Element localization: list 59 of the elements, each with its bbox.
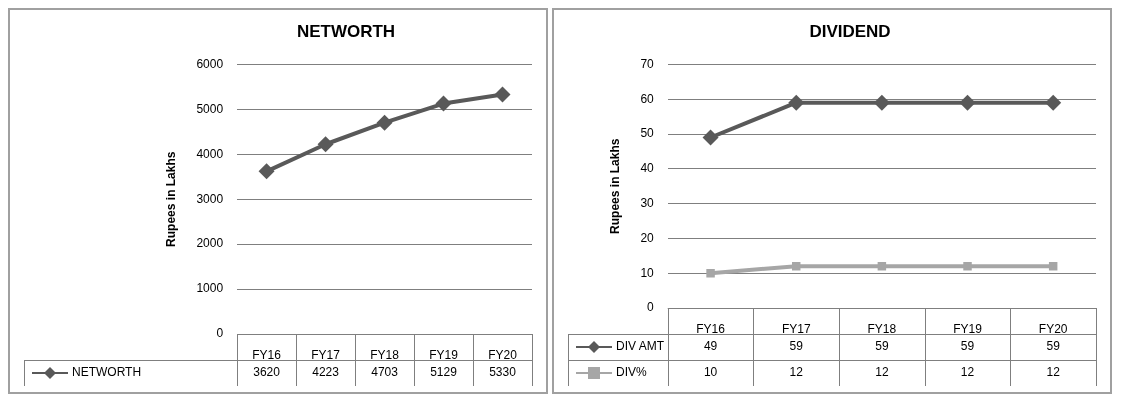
y-tick-label: 1000 — [196, 281, 224, 296]
x-tick-label: FY19 — [429, 347, 459, 362]
point — [258, 163, 275, 180]
y-tick-label: 4000 — [196, 146, 224, 161]
y-tick-label: 20 — [640, 230, 655, 245]
y-tick-label: 0 — [647, 300, 655, 315]
data-label: 12 — [1046, 365, 1061, 380]
y-tick-label: 40 — [640, 161, 655, 176]
data-label: 5330 — [489, 365, 517, 380]
point — [376, 114, 393, 131]
data-label: 59 — [875, 339, 889, 354]
chart-title: NETWORTH — [296, 21, 396, 41]
data-label: 59 — [960, 339, 975, 354]
y-tick-label: 2000 — [196, 236, 224, 251]
data-label: 12 — [875, 365, 889, 380]
y-tick-label: 5000 — [196, 101, 224, 116]
data-label: 12 — [960, 365, 975, 380]
x-tick-label: FY20 — [1038, 321, 1068, 336]
data-label: 5129 — [430, 365, 458, 380]
y-axis-title: Rupees in Lakhs — [607, 138, 622, 234]
x-tick-label: FY20 — [488, 347, 518, 362]
legend-label: DIV AMT — [616, 339, 665, 354]
point — [788, 94, 805, 111]
point — [494, 86, 511, 103]
point — [706, 268, 715, 278]
data-label: 3620 — [253, 365, 281, 380]
x-tick-label: FY19 — [953, 321, 983, 336]
data-label: 4703 — [371, 365, 399, 380]
y-tick-label: 6000 — [196, 56, 224, 71]
chart-title: DIVIDEND — [809, 21, 891, 41]
data-label: 12 — [789, 365, 804, 380]
y-tick-label: 10 — [640, 265, 655, 280]
x-tick-label: FY16 — [252, 347, 282, 362]
point — [963, 262, 972, 271]
y-tick-label: 0 — [216, 326, 224, 341]
legend-label: DIV% — [616, 365, 647, 380]
y-tick-label: 30 — [640, 195, 655, 210]
data-label: 59 — [1046, 339, 1061, 354]
y-tick-label: 60 — [640, 91, 655, 106]
data-label: 4223 — [312, 365, 340, 380]
point — [435, 95, 452, 112]
x-tick-label: FY17 — [781, 321, 811, 336]
point — [317, 136, 334, 153]
data-label: 10 — [703, 365, 718, 380]
y-tick-label: 3000 — [196, 191, 224, 206]
x-tick-label: FY18 — [370, 347, 400, 362]
x-tick-label: FY16 — [696, 321, 726, 336]
x-tick-label: FY17 — [311, 347, 341, 362]
point — [702, 129, 719, 146]
data-label: 49 — [703, 339, 718, 354]
point — [1045, 94, 1062, 111]
point — [873, 94, 890, 111]
x-tick-label: FY18 — [867, 321, 897, 336]
y-tick-label: 70 — [640, 56, 655, 71]
y-axis-title: Rupees in Lakhs — [163, 151, 178, 247]
point — [959, 94, 976, 111]
data-label: 59 — [789, 339, 804, 354]
legend-label: NETWORTH — [72, 365, 142, 380]
y-tick-label: 50 — [640, 126, 655, 141]
